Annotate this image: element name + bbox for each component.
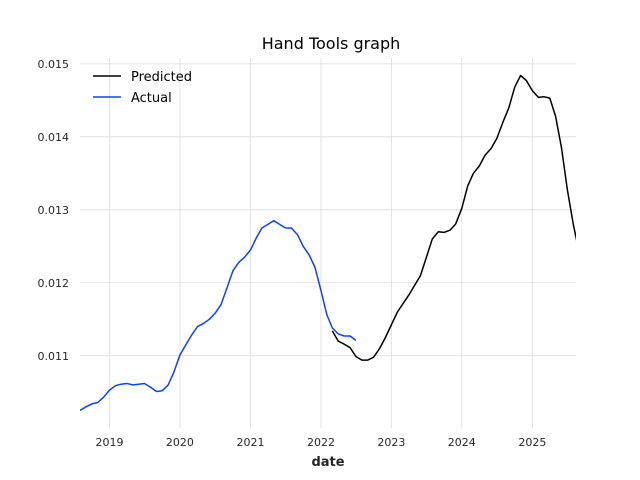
x-axis-label: date (311, 455, 344, 470)
legend-label-predicted: Predicted (131, 70, 192, 85)
x-tick-label: 2020 (166, 436, 194, 449)
x-tick-label: 2023 (377, 436, 405, 449)
tick-labels: 2019 2020 2021 2022 2023 2024 2025 0.011 0.012 0.… (38, 58, 547, 449)
x-tick-label: 2022 (307, 436, 335, 449)
chart-title: Hand Tools graph (262, 34, 401, 53)
legend-label-actual: Actual (131, 91, 172, 106)
series-line-predicted (331, 74, 576, 361)
y-tick-label: 0.014 (38, 131, 70, 144)
y-tick-label: 0.012 (38, 277, 70, 290)
y-tick-label: 0.015 (38, 58, 70, 71)
x-tick-label: 2025 (518, 436, 546, 449)
series-line-actual (80, 219, 357, 412)
x-tick-label: 2021 (237, 436, 265, 449)
x-tick-label: 2019 (96, 436, 124, 449)
grid (80, 58, 576, 428)
series-lines (80, 74, 576, 412)
y-tick-label: 0.013 (38, 204, 70, 217)
x-tick-label: 2024 (448, 436, 476, 449)
legend: Predicted Actual (93, 70, 192, 106)
y-tick-label: 0.011 (38, 350, 70, 363)
